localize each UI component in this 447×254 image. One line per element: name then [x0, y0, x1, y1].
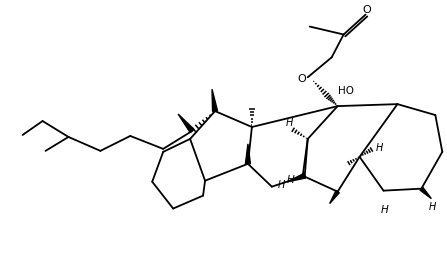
Text: H: H [278, 179, 285, 189]
Text: H: H [429, 201, 436, 211]
Polygon shape [178, 115, 194, 133]
Polygon shape [330, 191, 339, 204]
Text: H: H [286, 118, 294, 128]
Text: HO: HO [337, 86, 354, 96]
Text: H: H [375, 142, 383, 152]
Polygon shape [212, 90, 218, 112]
Text: O: O [297, 74, 306, 84]
Polygon shape [245, 144, 250, 164]
Polygon shape [288, 174, 306, 182]
Text: H: H [287, 174, 295, 184]
Polygon shape [420, 187, 431, 199]
Text: O: O [362, 5, 371, 14]
Text: H: H [381, 204, 388, 214]
